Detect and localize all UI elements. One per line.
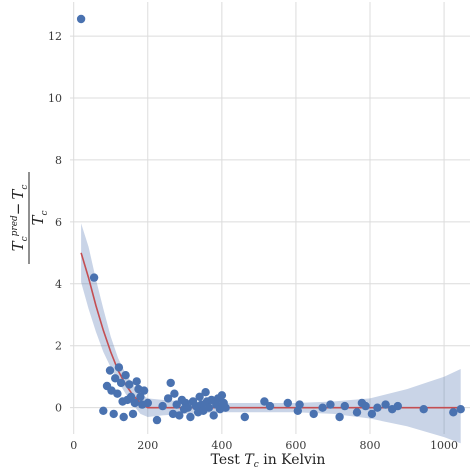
y-axis-label: Tcpred−Tc Tc <box>9 172 50 264</box>
data-point-58 <box>283 398 292 408</box>
data-point-74 <box>419 405 428 414</box>
y-tick-label-0: 0 <box>55 402 62 415</box>
y-tick-label-2: 4 <box>55 278 62 291</box>
data-point-75 <box>449 408 458 417</box>
data-point-32 <box>175 411 184 420</box>
data-point-61 <box>309 409 318 419</box>
data-point-16 <box>126 392 136 401</box>
x-tick-label-5: 1000 <box>430 439 458 452</box>
data-point-37 <box>186 412 195 422</box>
data-point-44 <box>201 388 210 397</box>
confidence-band-layer <box>81 223 461 444</box>
data-point-8 <box>113 389 122 398</box>
y-tick-label-1: 2 <box>55 340 62 353</box>
data-point-63 <box>326 400 335 409</box>
data-point-55 <box>240 412 249 422</box>
data-point-1 <box>89 273 99 282</box>
data-point-68 <box>361 401 370 411</box>
confidence-band <box>81 223 461 444</box>
data-point-73 <box>393 401 402 411</box>
x-tick-label-4: 800 <box>360 439 381 452</box>
data-point-9 <box>114 363 124 372</box>
points-layer <box>76 14 465 425</box>
data-point-12 <box>119 412 128 422</box>
data-point-54 <box>221 403 230 412</box>
data-point-4 <box>105 366 115 375</box>
data-point-70 <box>373 403 382 412</box>
y-label-numerator: Tcpred−Tc <box>9 185 30 252</box>
data-point-41 <box>195 392 204 401</box>
data-point-64 <box>335 412 344 422</box>
y-tick-label-6: 12 <box>48 30 62 43</box>
data-point-19 <box>132 377 141 386</box>
data-point-29 <box>168 409 178 419</box>
x-tick-label-3: 600 <box>285 439 306 452</box>
data-point-10 <box>116 378 126 388</box>
y-tick-label-5: 10 <box>48 92 62 105</box>
data-point-7 <box>111 374 120 383</box>
data-point-6 <box>109 409 118 419</box>
data-point-13 <box>121 371 130 380</box>
data-point-57 <box>265 401 275 411</box>
data-point-62 <box>318 403 327 412</box>
y-label-denominator: Tc <box>29 210 50 225</box>
data-point-23 <box>139 386 149 395</box>
data-point-15 <box>125 380 134 389</box>
data-point-71 <box>381 400 390 409</box>
data-point-27 <box>163 394 173 403</box>
data-point-60 <box>295 400 304 409</box>
tick-labels: 0 200 400 600 800 1000 0 2 4 6 8 10 12 <box>48 30 458 452</box>
data-point-36 <box>183 403 192 412</box>
data-point-65 <box>340 401 349 411</box>
x-tick-label-1: 200 <box>137 439 158 452</box>
data-point-28 <box>166 378 175 388</box>
data-point-26 <box>158 401 167 411</box>
data-point-24 <box>143 398 152 408</box>
data-point-18 <box>130 398 139 408</box>
data-point-69 <box>367 409 377 419</box>
data-point-25 <box>152 415 162 425</box>
data-point-52 <box>217 391 227 400</box>
x-tick-label-0: 0 <box>70 439 77 452</box>
data-point-76 <box>456 405 465 414</box>
grid <box>70 2 470 434</box>
data-point-2 <box>99 406 108 415</box>
y-tick-label-3: 6 <box>55 216 62 229</box>
x-axis-label: Test Tc in Kelvin <box>211 452 326 470</box>
data-point-17 <box>128 409 138 419</box>
data-point-56 <box>260 397 269 406</box>
data-point-0 <box>76 14 86 24</box>
y-tick-label-4: 8 <box>55 154 62 167</box>
data-point-66 <box>352 408 362 417</box>
data-point-48 <box>209 411 218 420</box>
x-tick-label-2: 400 <box>211 439 232 452</box>
data-point-46 <box>204 403 214 412</box>
data-point-21 <box>136 392 145 401</box>
data-point-30 <box>170 389 179 398</box>
